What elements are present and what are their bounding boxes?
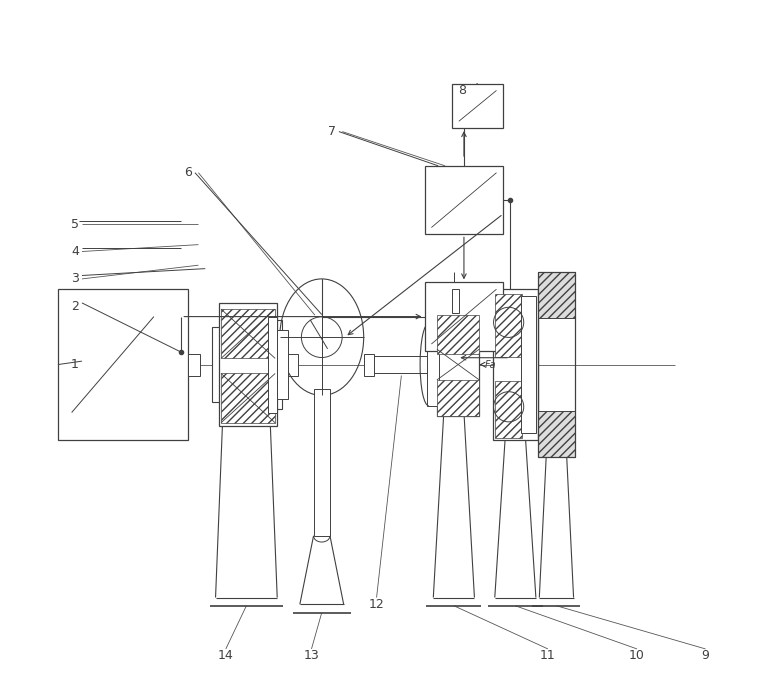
Bar [537, 411, 575, 457]
Bar [452, 84, 503, 128]
Bar [212, 327, 223, 402]
Bar [451, 289, 458, 313]
Bar [274, 320, 282, 409]
Bar [314, 389, 330, 536]
Text: 11: 11 [540, 649, 556, 663]
Bar [425, 166, 503, 235]
Bar [437, 315, 480, 354]
Text: 7: 7 [328, 125, 336, 138]
Bar [537, 272, 575, 457]
Text: 2: 2 [71, 300, 79, 313]
Bar [495, 294, 522, 357]
Text: Fa: Fa [485, 360, 496, 369]
Text: 1: 1 [71, 358, 79, 371]
Bar [521, 296, 536, 433]
Bar [221, 309, 275, 358]
Bar [221, 374, 275, 423]
Bar [493, 289, 537, 440]
Text: 6: 6 [184, 166, 192, 179]
Text: 14: 14 [218, 649, 234, 663]
Bar [58, 289, 188, 440]
Bar [426, 323, 439, 406]
Text: 3: 3 [71, 272, 79, 286]
Bar [277, 330, 288, 399]
Bar [495, 380, 522, 438]
Bar [437, 313, 480, 416]
Text: 13: 13 [303, 649, 319, 663]
Text: 8: 8 [458, 84, 466, 97]
Bar [364, 354, 374, 376]
Bar [219, 303, 277, 427]
Text: 5: 5 [71, 217, 79, 230]
Bar [537, 272, 575, 319]
Text: 9: 9 [701, 649, 709, 663]
Bar [268, 316, 277, 413]
Bar [374, 356, 435, 374]
Bar [288, 354, 298, 376]
Bar [188, 354, 201, 376]
Bar [425, 282, 503, 351]
Text: 4: 4 [71, 245, 79, 258]
Text: 10: 10 [629, 649, 645, 663]
Bar [437, 380, 480, 416]
Text: 12: 12 [369, 598, 385, 611]
